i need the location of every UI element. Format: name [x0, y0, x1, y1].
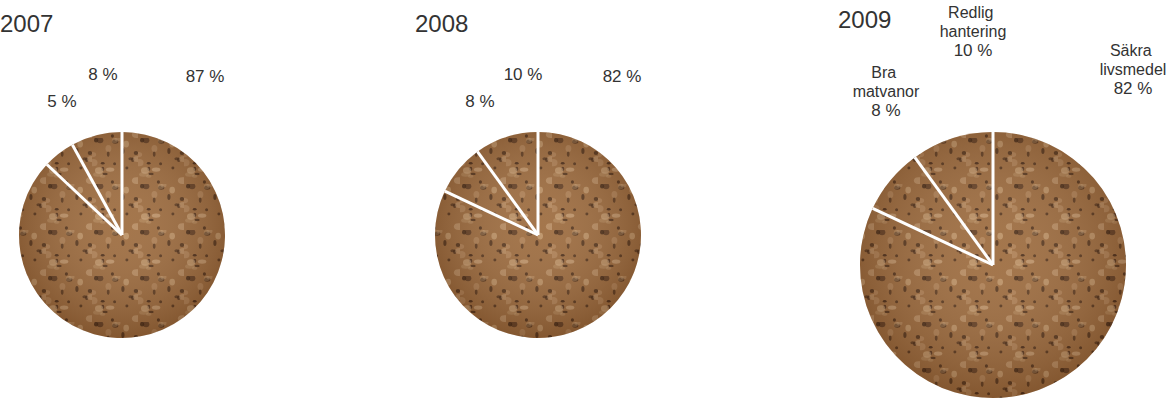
- chart-title: 2009: [838, 6, 891, 33]
- slices: [860, 132, 1126, 398]
- value-label: 10 %: [504, 65, 543, 84]
- category-label-line: Säkra: [1110, 42, 1156, 59]
- value-label: 82 %: [603, 67, 642, 86]
- value-label: 10 %: [954, 41, 993, 60]
- category-label: Bra matvanor: [853, 64, 920, 100]
- pie-slice: [435, 132, 641, 338]
- value-label: 5 %: [47, 92, 76, 111]
- chart-title: 2007: [0, 10, 53, 37]
- value-label: 87 %: [186, 67, 225, 86]
- slice-separator: [477, 152, 538, 235]
- chart-canvas: 2007 87 % 5 % 8 % 2008 82 % 8 % 10 % 2009 Säkra l…: [0, 0, 1169, 399]
- slice-separator: [47, 164, 122, 235]
- slices: [19, 132, 225, 338]
- pie-slice: [19, 132, 225, 338]
- slice-separator: [445, 191, 538, 235]
- pie-chart: 2009 Säkra livsmedel82 % Bra matvanor8 % Re…: [838, 4, 1166, 398]
- category-label: Säkra livsmedel: [1100, 42, 1167, 78]
- slice-separator: [72, 145, 122, 235]
- pie-chart: 2008 82 % 8 % 10 %: [415, 10, 641, 338]
- value-label: 8 %: [871, 101, 900, 120]
- category-label-line: hantering: [940, 23, 1007, 40]
- slice-separator: [121, 132, 124, 235]
- value-label: 8 %: [88, 65, 117, 84]
- category-label: Redlig hantering: [940, 4, 1007, 40]
- slice-separator: [873, 208, 993, 265]
- slice-separator: [992, 132, 995, 265]
- pie-shading: [19, 132, 225, 338]
- slices: [435, 132, 641, 338]
- value-label: 8 %: [465, 92, 494, 111]
- pie-shading: [860, 132, 1126, 398]
- slice-separator: [915, 157, 993, 265]
- pie-slice: [72, 132, 122, 235]
- value-label: 82 %: [1114, 79, 1153, 98]
- category-label-line: matvanor: [853, 83, 920, 100]
- pie-chart: 2007 87 % 5 % 8 %: [0, 10, 225, 338]
- chart-title: 2008: [415, 10, 468, 37]
- category-label-line: Redlig: [948, 4, 998, 21]
- slice-separator: [537, 132, 540, 235]
- category-label-line: livsmedel: [1100, 61, 1167, 78]
- category-label-line: Bra: [871, 64, 900, 81]
- pie-shading: [435, 132, 641, 338]
- pie-slice: [860, 132, 1126, 398]
